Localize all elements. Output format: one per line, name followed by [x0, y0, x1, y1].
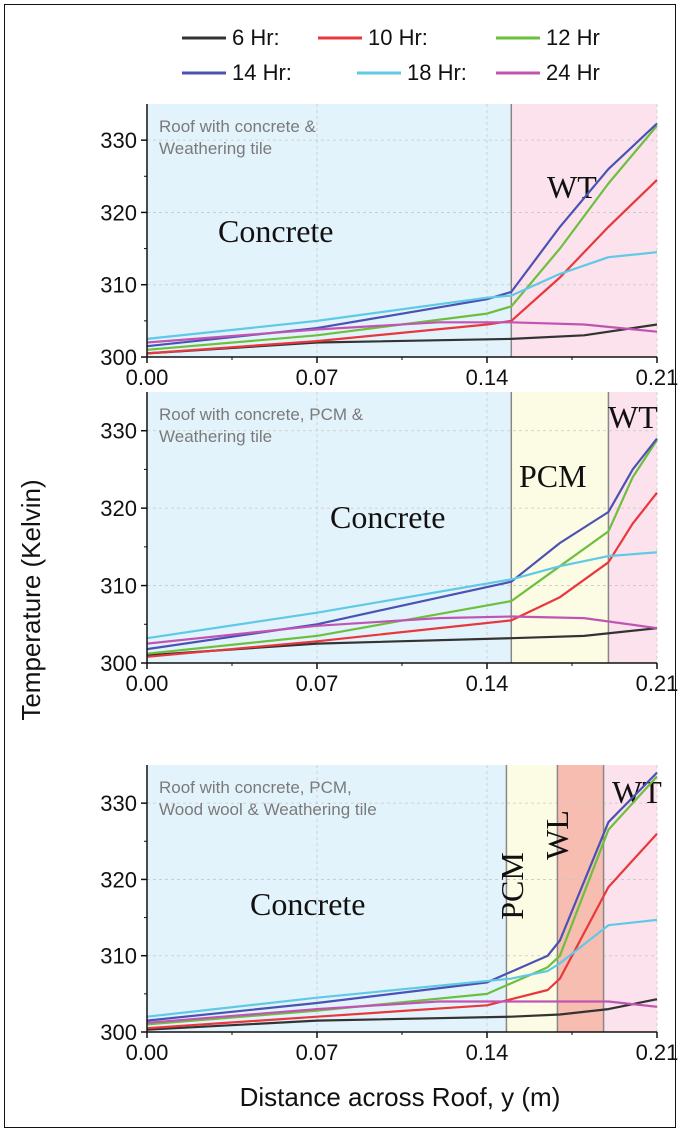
x-tick-label: 0.14 [466, 1040, 509, 1065]
region-label-wt: WT [547, 169, 597, 205]
series-line [146, 1000, 658, 1024]
panel-subtitle: Roof with concrete & [159, 117, 317, 136]
series-line [146, 251, 658, 340]
region-label-concrete: Concrete [330, 499, 446, 535]
y-tick-label: 300 [100, 345, 137, 370]
y-tick-label: 330 [100, 791, 137, 816]
series-line [146, 124, 658, 351]
series-line [146, 492, 658, 658]
region-label-pcm: PCM [494, 852, 530, 920]
series-line [146, 179, 658, 355]
panel-subtitle: Weathering tile [159, 139, 272, 158]
x-tick-label: 0.00 [126, 1040, 169, 1065]
chart-panels: Roof with concrete & Weathering tile Concr… [100, 104, 678, 1065]
series-line [146, 771, 658, 1022]
legend-label: 14 Hr: [232, 60, 292, 85]
y-tick-label: 320 [100, 496, 137, 521]
y-tick-label: 320 [100, 200, 137, 225]
y-tick-label: 300 [100, 651, 137, 676]
y-tick-label: 310 [100, 574, 137, 599]
region-concrete [147, 104, 512, 357]
legend-label: 24 Hr [546, 60, 600, 85]
chart-panel-1: Roof with concrete & Weathering tile Concr… [100, 104, 678, 390]
series-line [146, 832, 658, 1030]
x-axis-title: Distance across Roof, y (m) [240, 1082, 561, 1112]
legend-label: 12 Hr [546, 25, 600, 50]
region-label-wl: WL [539, 810, 575, 860]
panel-subtitle: Roof with concrete, PCM & [159, 405, 364, 424]
legend-label: 10 Hr: [368, 25, 428, 50]
y-tick-label: 330 [100, 128, 137, 153]
legend-label: 6 Hr: [232, 25, 280, 50]
panel-subtitle: Weathering tile [159, 427, 272, 446]
region-label-pcm: PCM [519, 458, 587, 494]
series-line [146, 918, 658, 1018]
series-line [146, 615, 658, 645]
y-tick-label: 310 [100, 944, 137, 969]
panel-subtitle: Roof with concrete, PCM, [159, 778, 352, 797]
legend-label: 18 Hr: [407, 60, 467, 85]
series-line [146, 437, 658, 651]
x-tick-label: 0.21 [636, 1040, 679, 1065]
region-wt [511, 104, 657, 357]
x-tick-label: 0.07 [296, 1040, 339, 1065]
y-tick-label: 330 [100, 419, 137, 444]
series-line [146, 321, 658, 344]
region-wt [608, 392, 657, 663]
region-wl [557, 765, 604, 1032]
series-line [146, 122, 658, 348]
series-line [146, 775, 658, 1026]
x-tick-label: 0.00 [126, 365, 169, 390]
region-wt [603, 765, 657, 1032]
x-tick-label: 0.14 [466, 671, 509, 696]
chart-panel-3: Roof with concrete, PCM, Wood wool & Weat… [100, 765, 678, 1065]
x-tick-label: 0.14 [466, 365, 509, 390]
chart-panel-2: Roof with concrete, PCM & Weathering tile… [100, 392, 678, 696]
legend: 6 Hr: 10 Hr: 12 Hr 14 Hr: 18 Hr: 24 Hr [182, 25, 600, 85]
region-label-wt: WT [608, 399, 658, 435]
x-tick-label: 0.07 [296, 365, 339, 390]
panel-subtitle: Wood wool & Weathering tile [159, 800, 377, 819]
y-tick-label: 320 [100, 867, 137, 892]
x-tick-label: 0.21 [636, 671, 679, 696]
x-tick-label: 0.21 [636, 365, 679, 390]
region-pcm [511, 392, 609, 663]
x-tick-label: 0.00 [126, 671, 169, 696]
y-axis-title: Temperature (Kelvin) [16, 479, 46, 720]
series-line [146, 551, 658, 640]
series-line [146, 998, 658, 1031]
y-tick-label: 310 [100, 273, 137, 298]
region-label-concrete: Concrete [250, 886, 366, 922]
y-tick-label: 300 [100, 1020, 137, 1045]
x-tick-label: 0.07 [296, 671, 339, 696]
region-label-concrete: Concrete [218, 213, 334, 249]
